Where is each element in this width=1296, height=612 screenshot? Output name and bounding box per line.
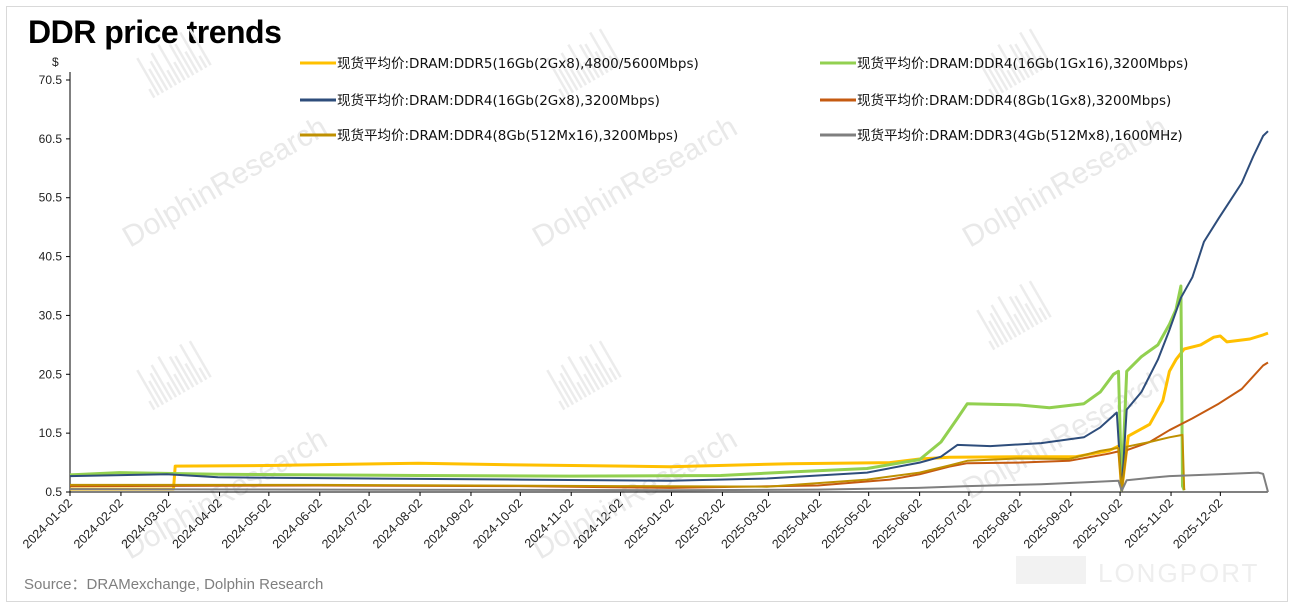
y-axis-unit: $ xyxy=(52,55,59,69)
series-layer xyxy=(69,130,1269,493)
legend-item-1: 现货平均价:DRAM:DDR5(16Gb(2Gx8),4800/5600Mbps… xyxy=(300,55,699,72)
legend-item-5: 现货平均价:DRAM:DDR4(8Gb(512Mx16),3200Mbps) xyxy=(300,127,678,144)
x-tick-label: 2024-02-02 xyxy=(71,496,126,551)
series-line-2 xyxy=(69,284,1186,492)
x-tick-label: 2025-11-02 xyxy=(1122,496,1176,550)
brand-text: LONGPORT xyxy=(1098,558,1259,588)
y-tick-label: 20.5 xyxy=(39,367,63,381)
legend-label: 现货平均价:DRAM:DDR4(8Gb(1Gx8),3200Mbps) xyxy=(857,92,1171,109)
series-line-6 xyxy=(69,471,1269,493)
x-tick-label: 2025-06-02 xyxy=(870,496,925,551)
y-tick-label: 0.5 xyxy=(45,485,62,499)
chart-frame xyxy=(6,6,1288,602)
x-tick-label: 2025-03-02 xyxy=(718,496,773,551)
x-tick-label: 2024-06-02 xyxy=(270,496,325,551)
legend: 现货平均价:DRAM:DDR5(16Gb(2Gx8),4800/5600Mbps… xyxy=(300,55,1188,144)
series-line-5 xyxy=(70,433,1186,492)
legend-label: 现货平均价:DRAM:DDR4(16Gb(2Gx8),3200Mbps) xyxy=(337,92,660,109)
y-tick-label: 50.5 xyxy=(39,191,63,205)
x-tick-label: 2025-08-02 xyxy=(970,496,1025,551)
chart-title: DDR price trends xyxy=(28,14,282,50)
x-tick-label: 2025-04-02 xyxy=(769,496,824,551)
y-tick-label: 40.5 xyxy=(39,250,63,264)
legend-label: 现货平均价:DRAM:DDR5(16Gb(2Gx8),4800/5600Mbps… xyxy=(337,55,699,72)
watermark: DolphinResearch xyxy=(957,280,1173,506)
x-tick-label: 2024-10-02 xyxy=(470,496,525,551)
y-tick-label: 30.5 xyxy=(39,308,63,322)
x-tick-label: 2025-10-02 xyxy=(1070,496,1125,551)
x-tick-label: 2024-01-02 xyxy=(20,496,75,551)
x-tick-label: 2024-08-02 xyxy=(370,496,425,551)
watermark-text: DolphinResearch xyxy=(117,110,333,254)
y-tick-label: 60.5 xyxy=(39,132,63,146)
watermark: DolphinResearch xyxy=(117,28,333,254)
legend-item-4: 现货平均价:DRAM:DDR4(8Gb(1Gx8),3200Mbps) xyxy=(820,92,1171,109)
source-note: Source：DRAMexchange, Dolphin Research xyxy=(24,576,324,593)
legend-label: 现货平均价:DRAM:DDR3(4Gb(512Mx8),1600MHz) xyxy=(857,127,1183,144)
x-tick-label: 2025-05-02 xyxy=(819,496,874,551)
x-tick-label: 2025-12-02 xyxy=(1170,496,1225,551)
legend-item-2: 现货平均价:DRAM:DDR4(16Gb(1Gx16),3200Mbps) xyxy=(820,55,1188,72)
series-line-3 xyxy=(69,130,1269,492)
x-tick-label: 2025-07-02 xyxy=(919,496,974,551)
legend-item-6: 现货平均价:DRAM:DDR3(4Gb(512Mx8),1600MHz) xyxy=(820,127,1183,144)
x-tick-label: 2024-07-02 xyxy=(319,496,374,551)
legend-item-3: 现货平均价:DRAM:DDR4(16Gb(2Gx8),3200Mbps) xyxy=(300,92,660,109)
x-tick-label: 2025-09-02 xyxy=(1021,496,1076,551)
watermark-text: DolphinResearch xyxy=(957,362,1173,506)
y-tick-label: 70.5 xyxy=(39,73,63,87)
x-tick-label: 2024-09-02 xyxy=(421,496,476,551)
legend-label: 现货平均价:DRAM:DDR4(8Gb(512Mx16),3200Mbps) xyxy=(337,127,678,144)
legend-label: 现货平均价:DRAM:DDR4(16Gb(1Gx16),3200Mbps) xyxy=(857,55,1188,72)
y-tick-label: 10.5 xyxy=(39,426,63,440)
brand-logo: LONGPORT xyxy=(1016,556,1259,588)
